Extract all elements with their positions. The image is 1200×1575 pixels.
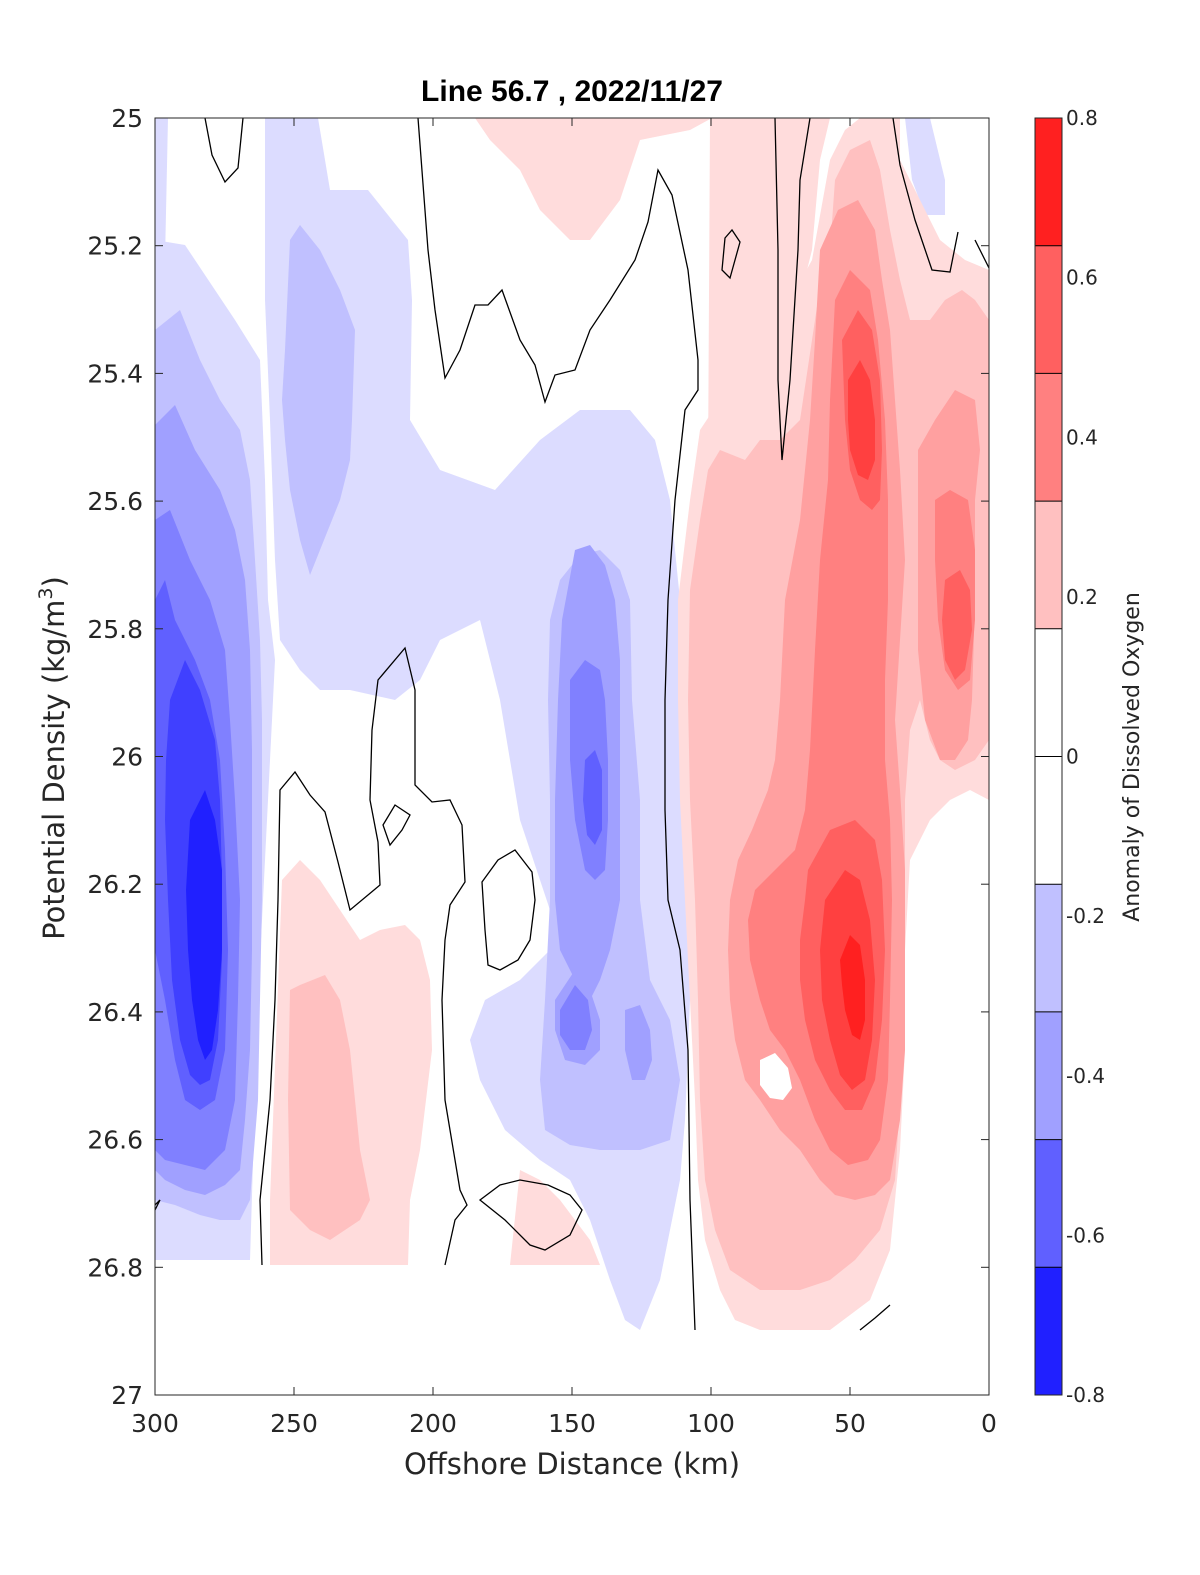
x-tick-label: 150 — [548, 1409, 596, 1438]
y-axis-label: Potential Density (kg/m3) — [35, 576, 71, 940]
colorbar: 0.8 0.6 0.4 0.2 0 -0.2 -0.4 -0.6 -0.8 — [1034, 106, 1105, 1407]
contour-line-zero — [481, 849, 536, 971]
colorbar-segment — [1035, 756, 1062, 885]
chart-title: Line 56.7 , 2022/11/27 — [421, 75, 723, 108]
contour-line-zero — [774, 117, 811, 461]
y-axis-label-close: ) — [37, 576, 71, 587]
x-tick-label: 250 — [270, 1409, 318, 1438]
y-axis-label-superscript: 3 — [35, 587, 57, 599]
colorbar-tick-label: -0.8 — [1066, 1383, 1105, 1407]
y-tick-label: 26.8 — [87, 1253, 143, 1282]
colorbar-tick-label: 0 — [1066, 745, 1079, 769]
colorbar-frame — [1034, 117, 1063, 1396]
colorbar-segment — [1035, 1139, 1062, 1268]
contour-band-neg-01 — [905, 118, 945, 215]
masked-region — [155, 1330, 989, 1395]
plot-area — [154, 117, 990, 1396]
colorbar-segment — [1035, 884, 1062, 1012]
colorbar-segment — [1035, 373, 1062, 502]
colorbar-segment — [1035, 118, 1062, 246]
colorbar-segment — [1035, 1267, 1062, 1395]
y-tick-label: 25.8 — [87, 615, 143, 644]
colorbar-tick-label: 0.4 — [1066, 425, 1098, 449]
y-tick-label: 25 — [111, 104, 143, 133]
contour-line-zero — [154, 1199, 161, 1211]
colorbar-tick-label: -0.2 — [1066, 904, 1105, 928]
y-axis: 25 25.2 25.4 25.6 25.8 26 26.2 26.4 26.6 26.8 27 — [87, 104, 989, 1410]
colorbar-segment — [1035, 501, 1062, 629]
colorbar-tick-label: 0.6 — [1066, 266, 1098, 290]
contour-line-zero — [721, 228, 741, 280]
contour-band-neg-05 — [583, 750, 602, 845]
x-tick-label: 50 — [834, 1409, 866, 1438]
contour-band-pos-06 — [848, 360, 875, 480]
contour-line-zero — [259, 646, 468, 1266]
x-tick-label: 0 — [981, 1409, 997, 1438]
y-axis-label-main: Potential Density (kg/m — [37, 600, 71, 940]
contour-band-pos-01 — [475, 118, 712, 240]
colorbar-tick-label: 0.8 — [1066, 106, 1098, 130]
masked-region — [155, 1265, 262, 1330]
contour-line-zero — [204, 117, 244, 184]
x-axis-label: Offshore Distance (km) — [404, 1447, 740, 1481]
x-tick-label: 300 — [131, 1409, 179, 1438]
x-tick-label: 100 — [687, 1409, 735, 1438]
contour-band-neg-04 — [560, 985, 592, 1050]
x-axis: 300 250 200 150 100 50 0 — [131, 118, 997, 1438]
masked-region — [895, 1260, 989, 1330]
contour-band-pos-05 — [942, 570, 972, 680]
colorbar-tick-label: 0.2 — [1066, 585, 1098, 609]
y-tick-label: 26.4 — [87, 998, 143, 1027]
colorbar-tick-label: -0.6 — [1066, 1223, 1105, 1247]
colorbar-segment — [1035, 1011, 1062, 1140]
colorbar-tick-label: -0.4 — [1066, 1064, 1105, 1088]
y-tick-label: 25.2 — [87, 232, 143, 261]
contour-band-neg-03 — [625, 1005, 652, 1080]
y-tick-label: 26.6 — [87, 1126, 143, 1155]
masked-region — [262, 1265, 480, 1330]
colorbar-label: Anomaly of Dissolved Oxygen — [1120, 592, 1145, 922]
zero-contour-lines — [154, 117, 990, 1331]
contour-band-neg-02 — [282, 225, 355, 575]
y-tick-label: 27 — [111, 1381, 143, 1410]
contour-band-pos-01 — [510, 1170, 600, 1265]
y-tick-label: 25.6 — [87, 487, 143, 516]
contour-band-neg-07 — [186, 790, 222, 1060]
contour-line-zero — [892, 117, 959, 273]
y-tick-label: 26 — [111, 743, 143, 772]
contour-line-zero — [974, 239, 990, 269]
contour-line-zero — [382, 804, 411, 847]
contour-band-pos-07 — [840, 935, 865, 1040]
colorbar-segment — [1035, 245, 1062, 374]
contour-line-zero — [859, 1304, 891, 1331]
x-tick-label: 200 — [409, 1409, 457, 1438]
contour-band-pos-03 — [760, 1053, 792, 1100]
contour-band-pos-02 — [288, 975, 370, 1240]
contour-line-zero — [478, 1179, 583, 1251]
colorbar-segment — [1035, 628, 1062, 757]
y-tick-label: 25.4 — [87, 359, 143, 388]
y-tick-label: 26.2 — [87, 870, 143, 899]
contour-line-zero — [417, 117, 699, 1331]
